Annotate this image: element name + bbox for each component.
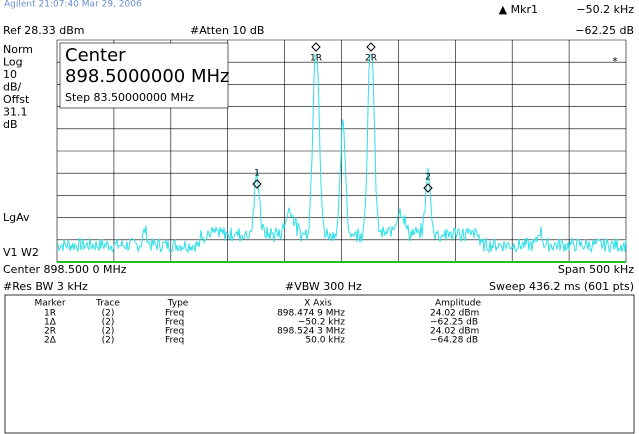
table-cell: 898.524 3 MHz — [277, 327, 345, 337]
footer-vbw: #VBW 300 Hz — [285, 280, 362, 293]
marker-table — [4, 294, 635, 434]
marker-y: −62.25 dB — [575, 24, 634, 37]
table-cell: (2) — [102, 336, 115, 346]
star: * — [612, 55, 618, 68]
table-header: Marker — [34, 299, 65, 309]
left-label: Norm — [3, 43, 33, 56]
table-cell: Freq — [165, 327, 184, 337]
diamond — [423, 183, 433, 193]
table-header: X Axis — [304, 299, 332, 309]
footer-sweep: Sweep 436.2 ms (601 pts) — [489, 280, 634, 293]
center-value: 898.5000000 MHz — [65, 66, 229, 87]
marker-2r: 2R — [365, 54, 377, 64]
left-label: dB — [3, 118, 18, 131]
v1w2: V1 W2 — [3, 246, 39, 259]
marker-x: −50.2 kHz — [576, 3, 634, 16]
table-cell: 24.02 dBm — [430, 327, 479, 337]
diamond — [366, 42, 376, 52]
table-cell: −64.28 dB — [430, 336, 478, 346]
center-step: Step 83.50000000 MHz — [65, 91, 194, 104]
table-header: Amplitude — [435, 299, 482, 309]
left-label: 10 — [3, 68, 17, 81]
lgav: LgAv — [3, 211, 30, 224]
footer-center: Center 898.500 0 MHz — [3, 263, 127, 276]
table-body: Marker Trace Type X Axis Amplitude 1R (2) Freq 8… — [34, 299, 481, 346]
table-cell: 24.02 dBm — [430, 309, 479, 319]
table-cell: Freq — [165, 318, 184, 328]
table-cell: (2) — [102, 327, 115, 337]
trace — [56, 54, 627, 254]
marker-1r: 1R — [310, 54, 322, 64]
top-note: Agilent 21:07:40 Mar 29, 2006 — [4, 0, 142, 10]
table-header: Trace — [95, 299, 120, 309]
marker-label: ▲ Mkr1 — [499, 3, 538, 16]
table-cell: −62.25 dB — [430, 318, 478, 328]
table-header: Type — [167, 299, 189, 309]
table-cell: −50.2 kHz — [298, 318, 345, 328]
table-cell: 1Δ — [44, 318, 57, 328]
left-label: 31.1 — [3, 106, 28, 119]
table-cell: Freq — [165, 336, 184, 346]
left-label: Offst — [3, 93, 30, 106]
table-cell: (2) — [102, 309, 115, 319]
table-cell: Freq — [165, 309, 184, 319]
atten: #Atten 10 dB — [190, 24, 264, 37]
table-cell: 1R — [44, 309, 56, 319]
center-box — [59, 42, 229, 109]
table-cell: 2Δ — [44, 336, 57, 346]
diamond — [252, 179, 262, 189]
table-cell: (2) — [102, 318, 115, 328]
table-cell: 50.0 kHz — [305, 336, 345, 346]
graph-markers: 1R 2R 1 2 * — [252, 42, 618, 193]
footer-span: Span 500 kHz — [558, 263, 634, 276]
left-label: dB/ — [3, 81, 22, 94]
left-label: Log — [3, 56, 23, 69]
footer-rbw: #Res BW 3 kHz — [3, 280, 88, 293]
ref-level: Ref 28.33 dBm — [3, 24, 85, 37]
center-title: Center — [65, 45, 126, 66]
marker-1: 1 — [254, 169, 260, 179]
marker-2: 2 — [425, 173, 431, 183]
table-cell: 898.474 9 MHz — [277, 309, 345, 319]
table-cell: 2R — [44, 327, 56, 337]
diamond — [311, 42, 321, 52]
